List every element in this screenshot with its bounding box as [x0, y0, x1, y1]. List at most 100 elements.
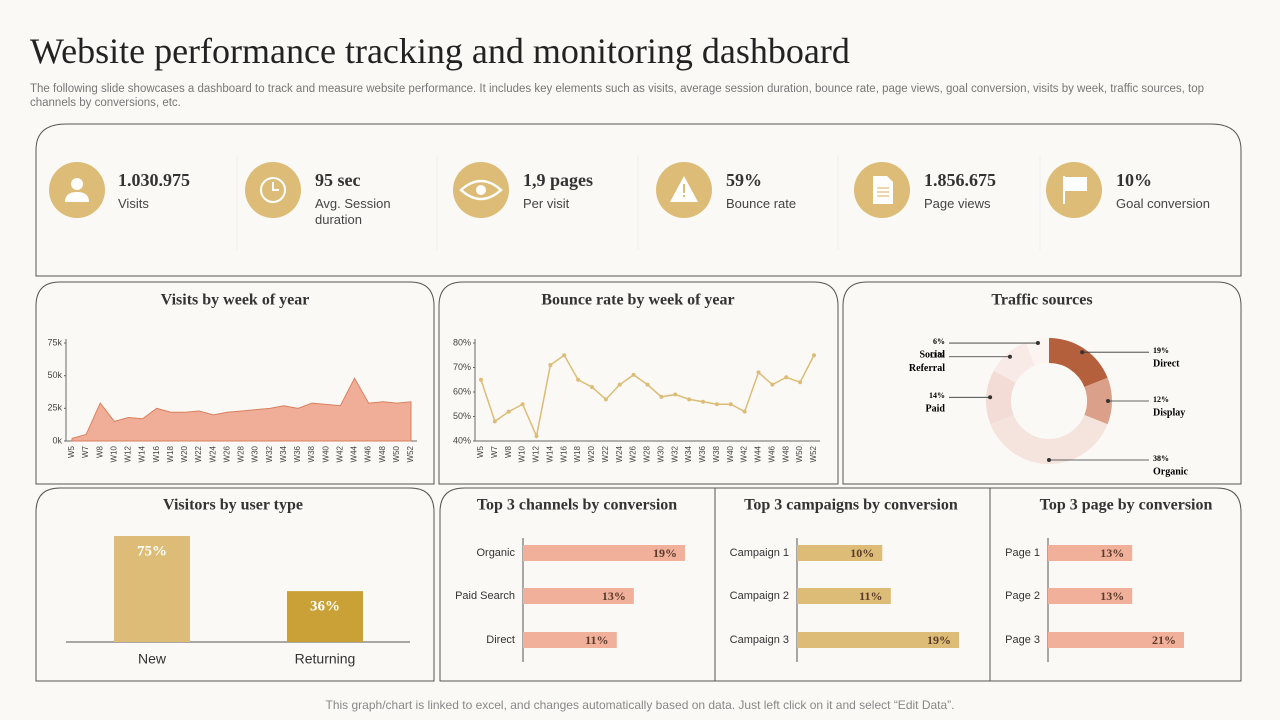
point: [576, 377, 581, 382]
x-tick-label: New: [138, 651, 167, 667]
point: [645, 382, 650, 387]
chart-title: Bounce rate by week of year: [541, 292, 734, 309]
x-tick-label: W14: [138, 445, 147, 462]
chart-title: Top 3 campaigns by conversion: [744, 497, 958, 514]
slice-value: 14%: [929, 391, 945, 400]
point: [603, 397, 608, 402]
x-tick-label: W36: [698, 445, 707, 462]
y-tick-label: 0k: [52, 435, 62, 445]
bar-value-label: 13%: [1100, 546, 1124, 560]
slice-name: Social: [919, 349, 945, 360]
kpi-glyphs: [65, 176, 1087, 204]
slice-name: Paid: [926, 404, 946, 415]
chart-title: Top 3 page by conversion: [1040, 497, 1213, 514]
bar: [797, 545, 883, 561]
bar: [523, 632, 617, 648]
bar: [1048, 545, 1133, 561]
kpi-value: 1.030.975: [118, 170, 190, 190]
slice-name: Display: [1153, 407, 1185, 418]
slice-name: Referral: [909, 363, 945, 374]
bar: [797, 588, 891, 604]
y-tick-label: Page 3: [1005, 634, 1040, 646]
x-tick-label: W42: [740, 445, 749, 462]
x-tick-label: W18: [166, 445, 175, 462]
bar: [523, 545, 685, 561]
page-subtitle: The following slide showcases a dashboar…: [30, 83, 1205, 109]
bar-value-label: 10%: [850, 546, 874, 560]
x-tick-label: W46: [364, 445, 373, 462]
donut-slice: [990, 414, 1108, 465]
y-tick-label: Direct: [486, 634, 515, 646]
y-tick-label: 75k: [47, 337, 62, 347]
kpi-label: Per visit: [523, 196, 570, 211]
x-tick-label: W34: [684, 445, 693, 462]
x-tick-label: W10: [109, 445, 118, 462]
point: [784, 375, 789, 380]
x-tick-label: W26: [222, 445, 231, 462]
x-tick-label: W10: [518, 445, 527, 462]
bounce-panel: [438, 281, 839, 485]
slice-value: 38%: [1153, 454, 1169, 463]
x-tick-label: W22: [194, 445, 203, 462]
slice-value: 6%: [933, 337, 945, 346]
y-tick-label: 50k: [47, 370, 62, 380]
point: [770, 382, 775, 387]
bar-value-label: 21%: [1152, 633, 1176, 647]
visits-panel: [35, 281, 435, 485]
y-tick-label: 80%: [453, 337, 471, 347]
y-tick-label: 25k: [47, 403, 62, 413]
x-tick-label: W26: [629, 445, 638, 462]
x-tick-label: W32: [670, 445, 679, 462]
conversion-dividers: [714, 488, 991, 681]
point: [714, 402, 719, 407]
kpi-label: Goal conversion: [1116, 196, 1210, 211]
kpi-label: Avg. Session duration: [315, 196, 391, 227]
bar-value-label: 11%: [859, 589, 882, 603]
x-tick-label: W52: [809, 445, 818, 462]
point: [506, 409, 511, 414]
x-tick-label: W44: [350, 445, 359, 462]
kpi-label: Bounce rate: [726, 196, 797, 211]
area: [71, 377, 412, 442]
bar: [1048, 588, 1133, 604]
bar: [1048, 632, 1184, 648]
point: [687, 397, 692, 402]
kpi-panel: [35, 123, 1242, 277]
y-tick-label: Page 2: [1005, 590, 1040, 602]
point: [520, 402, 525, 407]
bar: [287, 591, 363, 642]
y-tick-label: Organic: [476, 547, 515, 559]
point: [562, 353, 567, 358]
slice-value: 11%: [929, 351, 945, 360]
y-tick-label: Campaign 1: [730, 547, 789, 559]
point: [798, 380, 803, 385]
x-tick-label: W8: [95, 445, 104, 458]
kpi-value: 1,9 pages: [523, 170, 594, 190]
x-tick-label: W34: [279, 445, 288, 462]
x-tick-label: W12: [124, 445, 133, 462]
page-title: Website performance tracking and monitor…: [30, 31, 850, 71]
point: [534, 434, 539, 439]
x-tick-label: W28: [643, 445, 652, 462]
x-tick-label: W16: [559, 445, 568, 462]
point: [812, 353, 816, 358]
donut-slice: [986, 370, 1016, 425]
point: [617, 382, 622, 387]
bar-value-label: 36%: [310, 599, 340, 615]
y-tick-label: 40%: [453, 435, 471, 445]
kpi-label: Page views: [924, 196, 991, 211]
bar-value-label: 11%: [585, 633, 608, 647]
x-tick-label: W22: [601, 445, 610, 462]
x-tick-label: W48: [781, 445, 790, 462]
x-tick-label: W46: [767, 445, 776, 462]
x-tick-label: Returning: [295, 651, 356, 667]
slice-value: 19%: [1153, 346, 1169, 355]
bar-value-label: 19%: [653, 546, 677, 560]
x-tick-label: W20: [587, 445, 596, 462]
y-tick-label: Paid Search: [455, 590, 515, 602]
slice-value: 12%: [1153, 395, 1169, 404]
slice-name: Direct: [1153, 358, 1180, 369]
traffic-panel: [842, 281, 1242, 485]
